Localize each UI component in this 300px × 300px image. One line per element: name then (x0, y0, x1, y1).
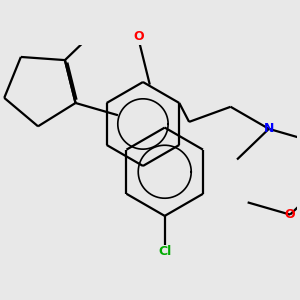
Text: O: O (134, 30, 145, 43)
Text: Cl: Cl (158, 244, 171, 258)
Text: O: O (285, 208, 296, 221)
Text: N: N (264, 122, 274, 135)
